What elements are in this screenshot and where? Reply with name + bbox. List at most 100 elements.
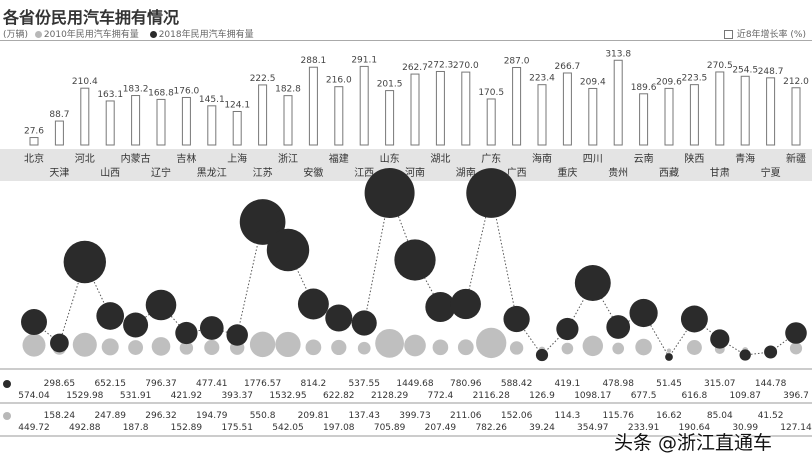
value-2010: 190.64 (679, 423, 711, 433)
province-label: 河南 (405, 166, 425, 179)
growth-bar (461, 71, 471, 146)
growth-bar (689, 84, 699, 146)
value-2010: 152.89 (171, 423, 203, 433)
province-label: 辽宁 (151, 166, 171, 179)
growth-bar (359, 65, 369, 146)
bubble-2018 (450, 288, 481, 320)
province-label: 广西 (507, 167, 527, 179)
value-2010: 194.79 (196, 411, 228, 421)
row-2010-dot-icon (3, 412, 11, 420)
value-2018: 393.37 (221, 391, 253, 401)
growth-label: 223.4 (529, 74, 555, 84)
province-label: 福建 (329, 152, 349, 165)
bubble-2018 (556, 317, 579, 341)
bubble-2018 (364, 168, 415, 218)
value-2018: 1449.68 (396, 379, 433, 389)
growth-bar (181, 96, 191, 146)
value-2010: 30.99 (732, 423, 758, 433)
bubble-2018 (503, 305, 530, 333)
growth-label: 209.4 (580, 77, 606, 87)
growth-label: 182.8 (275, 85, 301, 95)
value-2010: 114.3 (555, 411, 581, 421)
bubble-2018 (226, 324, 248, 346)
growth-bar (664, 87, 674, 146)
growth-bar (588, 87, 598, 146)
value-2018: 315.07 (704, 379, 736, 389)
growth-label: 124.1 (224, 100, 250, 110)
bubble-2010 (686, 340, 702, 355)
province-label: 西藏 (659, 167, 679, 179)
value-2018: 814.2 (301, 379, 327, 389)
bubble-2018 (739, 349, 751, 361)
growth-bar (232, 110, 242, 146)
growth-label: 313.8 (605, 49, 631, 59)
bubble-2018 (145, 289, 177, 321)
province-label: 青海 (735, 152, 755, 165)
bubble-2010 (151, 337, 171, 356)
bubble-2010 (128, 340, 144, 355)
growth-bar (131, 95, 141, 146)
value-2018: 478.98 (602, 379, 634, 389)
bubble-2010 (357, 341, 371, 355)
value-2010: 449.72 (18, 423, 50, 433)
province-label: 重庆 (557, 166, 577, 179)
legend-growth: 近8年增长率 (%) (723, 27, 806, 40)
value-2018: 419.1 (555, 379, 581, 389)
growth-bar (334, 86, 344, 146)
legend: (万辆) 2010年民用汽车拥有量 2018年民用汽车拥有量 (3, 27, 262, 40)
bubble-2010 (561, 342, 574, 355)
growth-label: 212.0 (783, 77, 809, 87)
value-2018: 796.37 (145, 379, 177, 389)
province-label: 江苏 (253, 166, 273, 179)
value-2010: 175.51 (221, 423, 253, 433)
value-2018: 1529.98 (66, 391, 103, 401)
value-2010: 211.06 (450, 411, 482, 421)
bubble-2010 (666, 348, 672, 353)
value-2018: 1776.57 (244, 379, 281, 389)
growth-label: 210.4 (72, 77, 98, 87)
value-2010: 152.06 (501, 411, 533, 421)
bubble-2010 (582, 335, 604, 357)
value-2018: 622.82 (323, 391, 355, 401)
growth-bar (29, 137, 39, 146)
growth-label: 216.0 (326, 76, 352, 86)
bubble-2010 (72, 332, 97, 357)
growth-bar (385, 90, 395, 146)
black-dot-icon (149, 31, 157, 38)
value-2010: 247.89 (94, 411, 126, 421)
bubble-2010 (22, 333, 46, 357)
growth-bar (54, 120, 64, 146)
value-2010: 16.62 (656, 411, 682, 421)
growth-label: 270.5 (707, 61, 733, 71)
value-2010: 209.81 (298, 411, 330, 421)
value-2018: 780.96 (450, 379, 482, 389)
value-2018: 298.65 (44, 379, 76, 389)
growth-bar (308, 66, 318, 146)
value-2018: 772.4 (428, 391, 454, 401)
bubble-2010 (305, 339, 322, 356)
value-2010: 550.8 (250, 411, 276, 421)
bubble-2010 (204, 339, 220, 356)
growth-bar (486, 98, 496, 146)
watermark: 头条 @浙江直通车 (613, 432, 772, 454)
growth-label: 163.1 (97, 90, 123, 100)
growth-label: 223.5 (682, 74, 708, 84)
province-label: 湖北 (430, 153, 450, 165)
value-2010: 39.24 (529, 423, 555, 433)
bubble-2010 (509, 341, 524, 355)
province-label: 河北 (75, 153, 95, 165)
growth-bar (639, 93, 649, 146)
value-2018: 588.42 (501, 379, 533, 389)
value-2010: 354.97 (577, 423, 609, 433)
growth-label: 254.5 (732, 65, 758, 75)
legend-2018-label: 2018年民用汽车拥有量 (158, 30, 254, 40)
growth-bar (740, 75, 750, 146)
value-2010: 542.05 (272, 423, 304, 433)
value-2010: 492.88 (69, 423, 101, 433)
bubble-2010 (375, 328, 404, 358)
bubble-2018 (680, 305, 708, 333)
growth-label: 183.2 (123, 85, 149, 95)
province-label: 北京 (24, 152, 44, 165)
bubble-2018 (351, 310, 377, 336)
